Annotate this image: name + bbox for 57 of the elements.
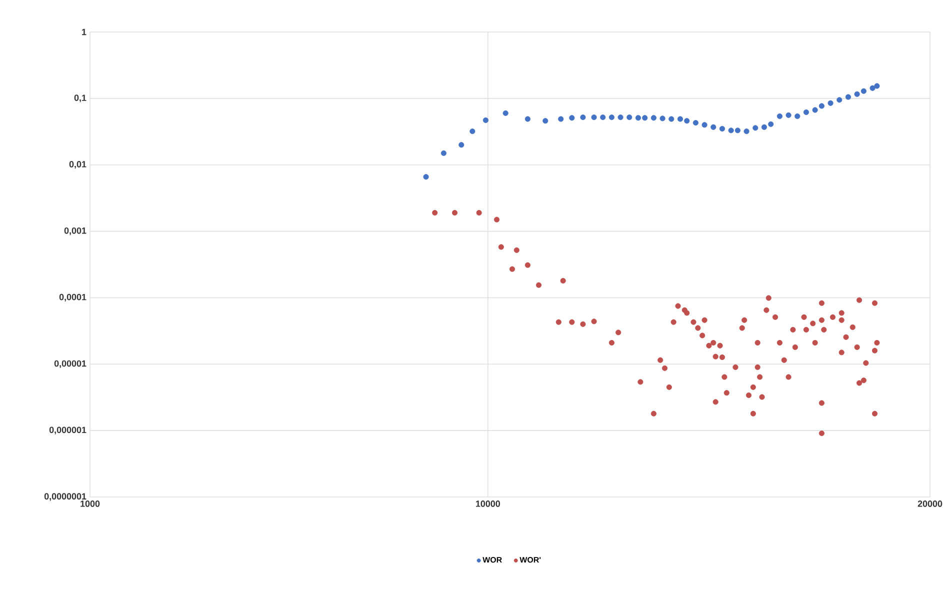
y-tick-label: 0,000001 [49, 426, 86, 434]
point [502, 110, 508, 116]
point [768, 121, 774, 127]
point [600, 114, 606, 120]
point [591, 114, 597, 120]
point [734, 128, 740, 134]
y-tick-label: 1 [82, 28, 86, 36]
point [618, 114, 624, 120]
point [744, 128, 750, 134]
point [660, 116, 666, 122]
point [752, 125, 758, 131]
y-tick-label: 0,0000001 [44, 493, 86, 501]
point [558, 116, 564, 122]
x-tick-label: 20000 [918, 500, 942, 507]
y-tick-label: 0,01 [69, 161, 86, 169]
x-tick-label: 10000 [476, 500, 500, 507]
x-tick-label: 1000 [80, 500, 100, 507]
point [542, 118, 548, 124]
point [836, 97, 842, 103]
point [776, 113, 782, 119]
point [580, 114, 586, 120]
point [761, 124, 768, 130]
point [692, 120, 698, 126]
point [728, 128, 734, 134]
point [719, 126, 726, 132]
point [677, 116, 684, 122]
point [702, 122, 708, 128]
point [812, 107, 818, 113]
y-tick-label: 0,00001 [54, 360, 86, 368]
point [470, 128, 476, 134]
point [854, 91, 860, 97]
point [440, 150, 446, 156]
point [710, 124, 716, 130]
point [860, 88, 866, 94]
point [642, 115, 648, 121]
point [803, 109, 810, 116]
point [668, 116, 674, 122]
point [650, 115, 656, 121]
point [845, 94, 852, 100]
y-tick-label: 0,0001 [59, 294, 86, 302]
y-tick-label: 0,001 [64, 227, 86, 236]
point [874, 83, 880, 89]
point [818, 103, 824, 109]
point [569, 115, 575, 121]
point [626, 114, 632, 120]
point [608, 114, 614, 120]
point [458, 142, 464, 148]
point [482, 117, 488, 124]
point [794, 113, 800, 119]
point [684, 118, 690, 124]
y-tick-label: 0,1 [74, 94, 86, 102]
point [786, 112, 792, 118]
point [635, 115, 642, 121]
point [524, 116, 530, 122]
point [828, 100, 834, 106]
point [423, 174, 429, 180]
point [870, 85, 876, 91]
